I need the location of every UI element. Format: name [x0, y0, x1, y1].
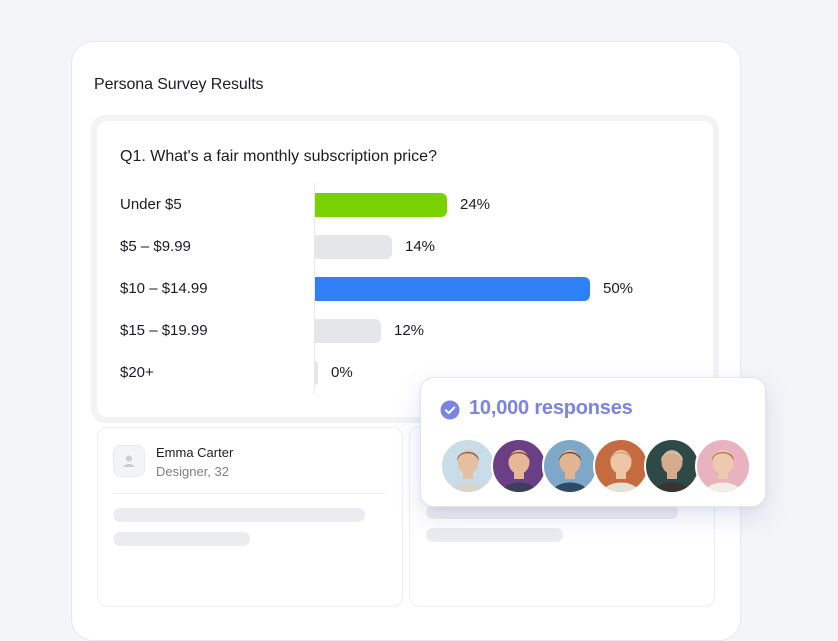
option-label: $20+ — [120, 364, 154, 381]
avatar — [491, 438, 547, 494]
option-percent: 0% — [331, 364, 353, 381]
loading-placeholder — [113, 508, 365, 522]
option-bar — [315, 277, 590, 301]
avatar — [593, 438, 649, 494]
option-percent: 50% — [603, 280, 634, 297]
option-percent: 24% — [460, 196, 491, 213]
avatar — [542, 438, 598, 494]
option-label: Under $5 — [120, 196, 182, 213]
persona-name: Emma Carter — [156, 445, 234, 460]
chart-axis-line — [314, 183, 315, 394]
option-bar — [315, 361, 318, 385]
loading-placeholder — [426, 528, 563, 542]
option-label: $5 – $9.99 — [120, 238, 191, 255]
respondent-avatars — [440, 438, 752, 494]
question-text: Q1. What's a fair monthly subscription p… — [120, 148, 437, 165]
option-bar — [315, 235, 392, 259]
responses-count: 10,000 responses — [469, 397, 633, 419]
option-label: $10 – $14.99 — [120, 280, 208, 297]
option-percent: 14% — [405, 238, 436, 255]
check-circle-icon — [440, 400, 460, 420]
loading-placeholder — [113, 532, 250, 546]
avatar — [695, 438, 751, 494]
option-label: $15 – $19.99 — [120, 322, 208, 339]
question-card — [97, 121, 713, 417]
divider — [113, 493, 385, 494]
loading-placeholder — [426, 505, 678, 519]
avatar — [440, 438, 496, 494]
option-bar — [315, 319, 381, 343]
user-icon — [113, 445, 145, 477]
page-title: Persona Survey Results — [94, 76, 264, 93]
persona-role: Designer, 32 — [156, 464, 229, 479]
option-percent: 12% — [394, 322, 425, 339]
avatar — [644, 438, 700, 494]
option-bar — [315, 193, 447, 217]
